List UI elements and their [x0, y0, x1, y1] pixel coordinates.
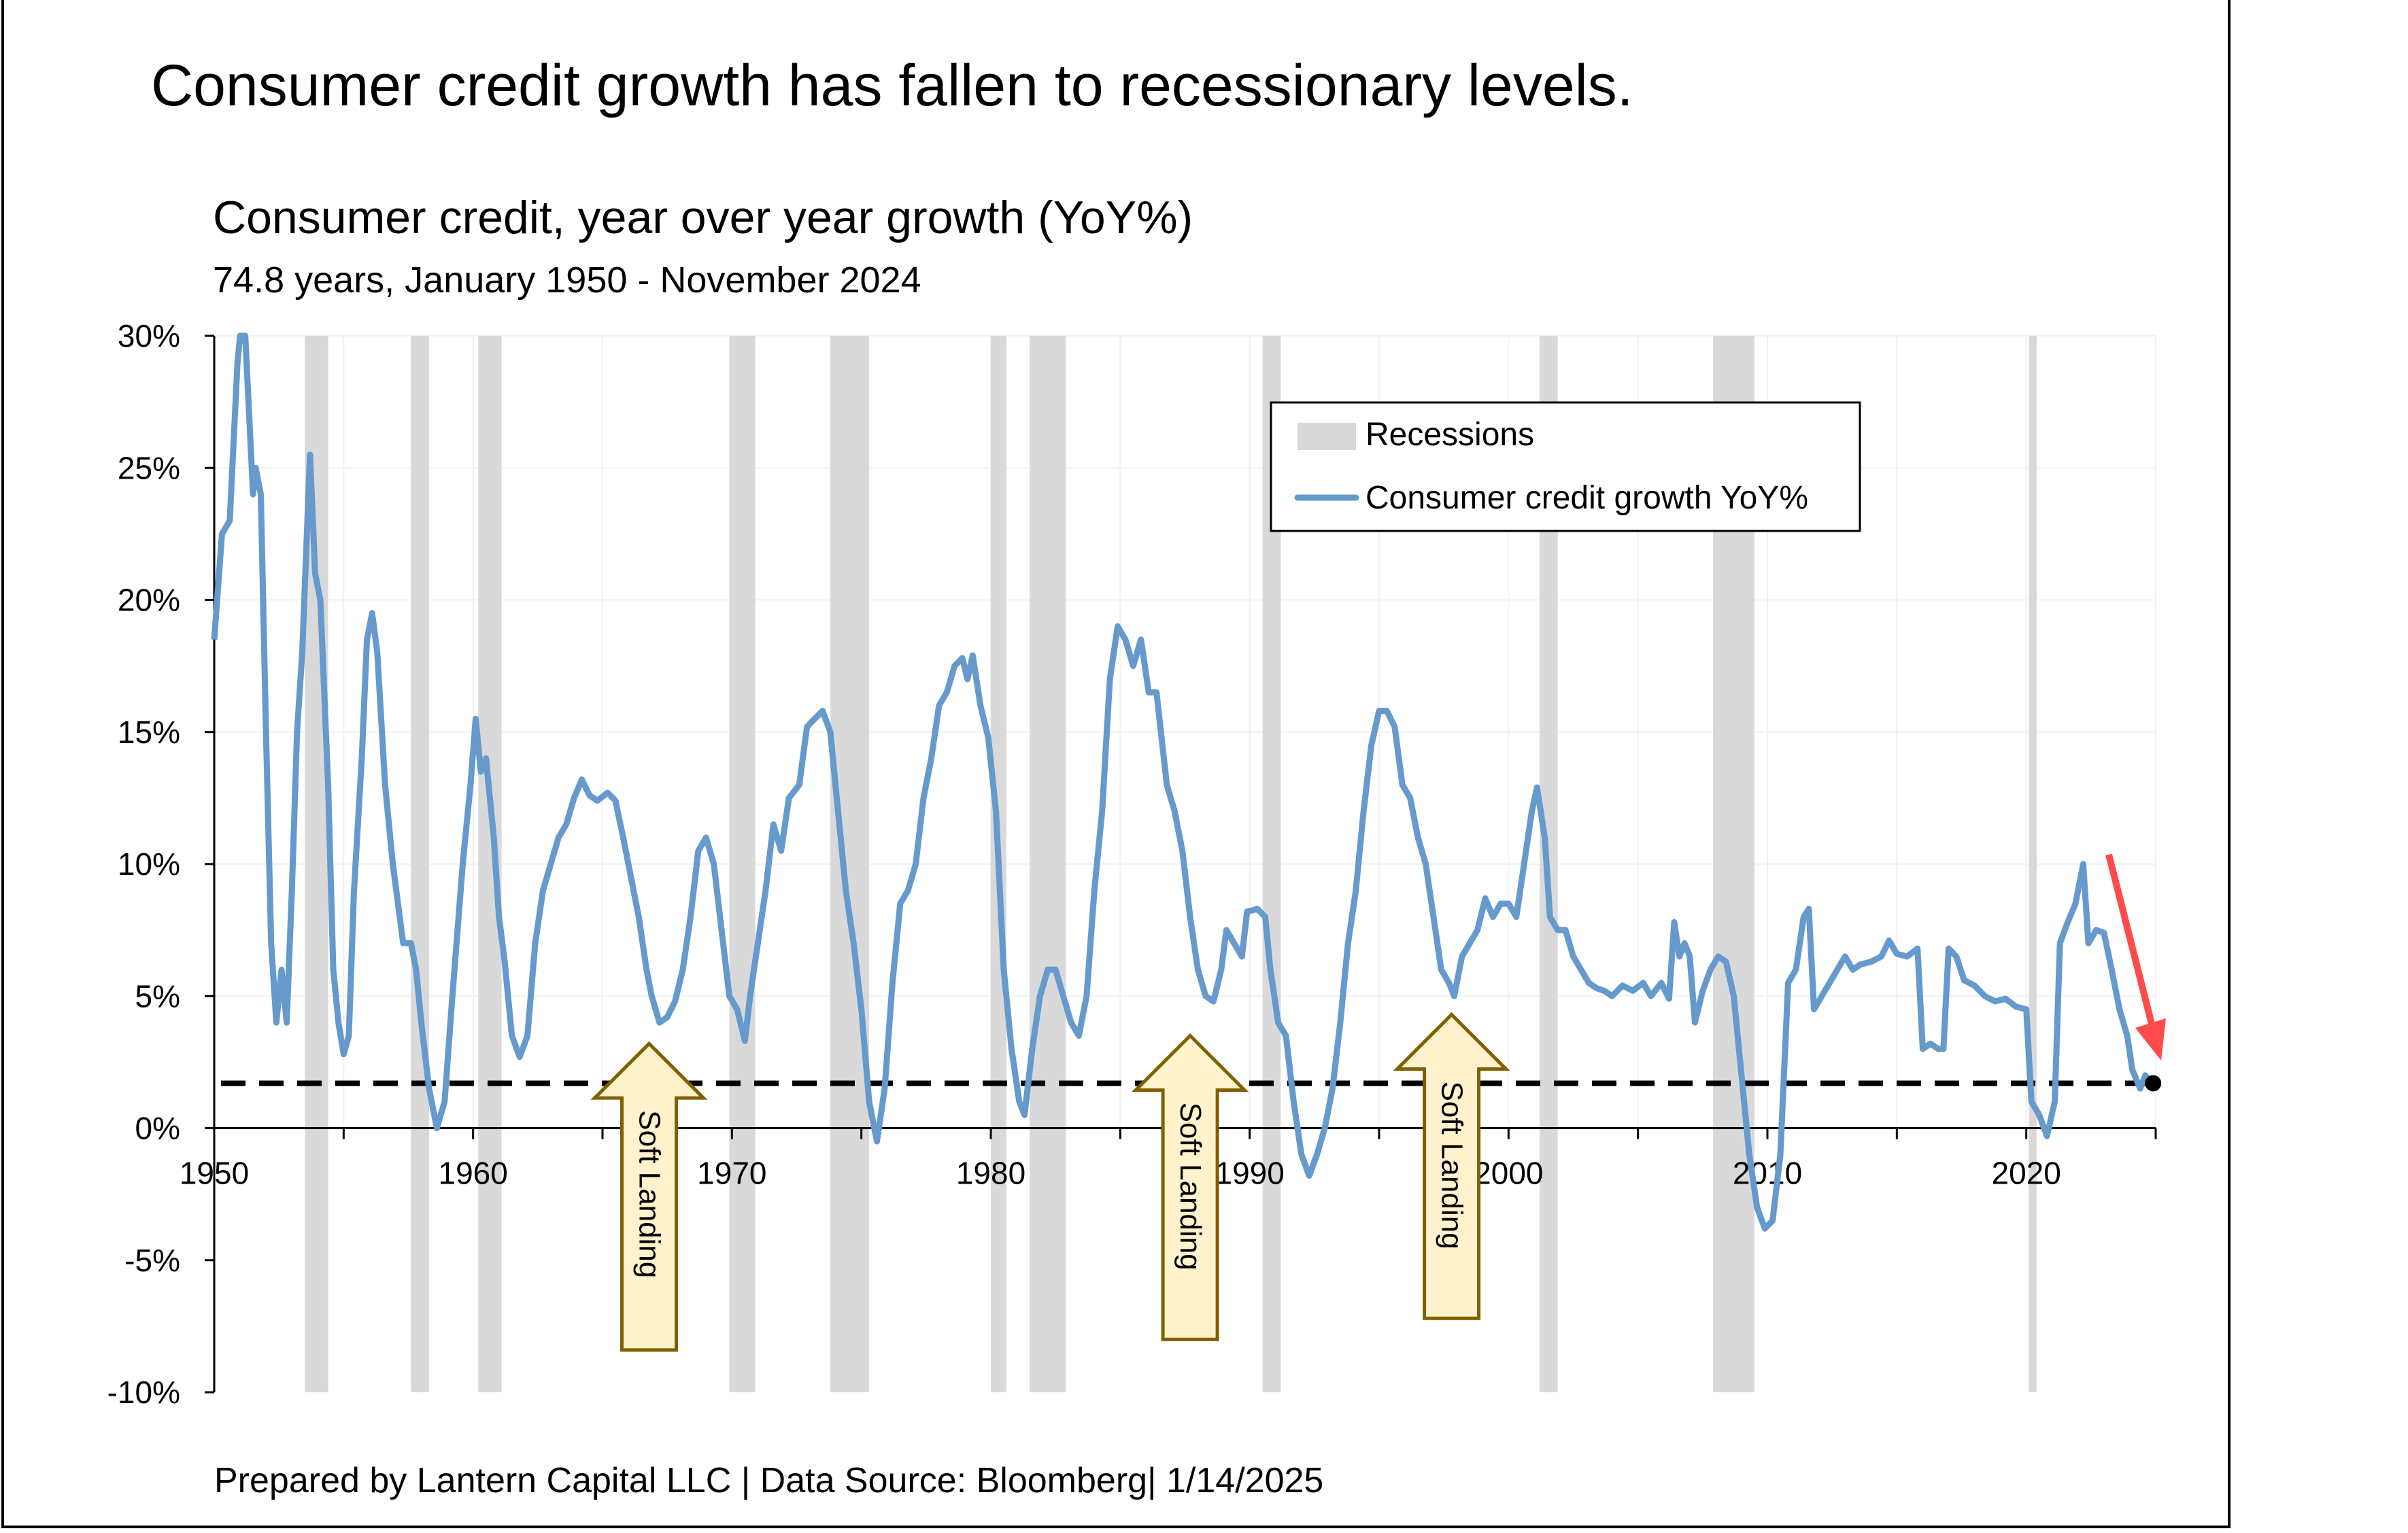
x-tick-label: 1990	[1215, 1156, 1284, 1191]
soft-landing-arrow	[1132, 1033, 1249, 1341]
axes: 30% 25% 20% 15% 10% 5% 0% -5% -10% 1950 1960 1970 19…	[107, 318, 2157, 1410]
soft-landing-annotations: Soft Landing Soft Landing Soft Landing	[590, 1012, 1510, 1352]
y-tick-label: 20%	[118, 583, 180, 618]
trend-arrow-head	[2135, 1018, 2166, 1061]
recession-band	[729, 336, 756, 1392]
x-tick-label: 2020	[1991, 1156, 2061, 1191]
y-tick-label: 5%	[135, 978, 180, 1014]
chart-title: Consumer credit, year over year growth (…	[213, 192, 1193, 243]
recession-band	[1030, 336, 1066, 1392]
chart-subtitle: 74.8 years, January 1950 - November 2024	[213, 260, 921, 300]
series-group	[211, 332, 2166, 1232]
y-tick-label: 10%	[118, 846, 180, 882]
y-tick-label: 25%	[118, 450, 180, 485]
soft-landing-label: Soft Landing	[1436, 1081, 1469, 1249]
x-tick-label: 2000	[1474, 1156, 1543, 1191]
x-tick-label: 2010	[1733, 1156, 1802, 1191]
legend-recession-swatch	[1298, 423, 1356, 450]
x-tick-label: 1960	[438, 1156, 507, 1191]
footer-source: Prepared by Lantern Capital LLC | Data S…	[214, 1461, 1323, 1500]
x-tick-label: 1980	[956, 1156, 1025, 1191]
headline: Consumer credit growth has fallen to rec…	[151, 53, 1633, 118]
y-tick-label: 15%	[118, 714, 180, 750]
soft-landing-label: Soft Landing	[1174, 1103, 1207, 1271]
recession-band	[2029, 336, 2037, 1392]
legend: Recessions Consumer credit growth YoY%	[1270, 401, 1861, 532]
gridlines	[214, 335, 2156, 1129]
soft-landing-label: Soft Landing	[633, 1110, 666, 1278]
y-tick-label: -5%	[124, 1243, 180, 1278]
y-tick-label: 0%	[135, 1111, 180, 1146]
legend-box	[1270, 401, 1861, 532]
series-line	[211, 332, 2154, 1232]
soft-landing-arrow	[590, 1041, 708, 1352]
y-tick-label: -10%	[107, 1375, 180, 1410]
latest-value-dot	[2145, 1075, 2162, 1092]
x-tick-label: 1970	[697, 1156, 766, 1191]
soft-landing-arrow	[1393, 1012, 1510, 1320]
x-tick-label: 1950	[180, 1156, 249, 1191]
recession-band	[830, 336, 870, 1392]
recession-band	[411, 336, 429, 1392]
legend-label-recessions: Recessions	[1366, 417, 1534, 453]
legend-label-series: Consumer credit growth YoY%	[1366, 480, 1808, 516]
chart-frame	[1, 0, 2231, 1528]
trend-arrow-shaft	[2105, 853, 2156, 1028]
y-tick-label: 30%	[118, 318, 180, 354]
